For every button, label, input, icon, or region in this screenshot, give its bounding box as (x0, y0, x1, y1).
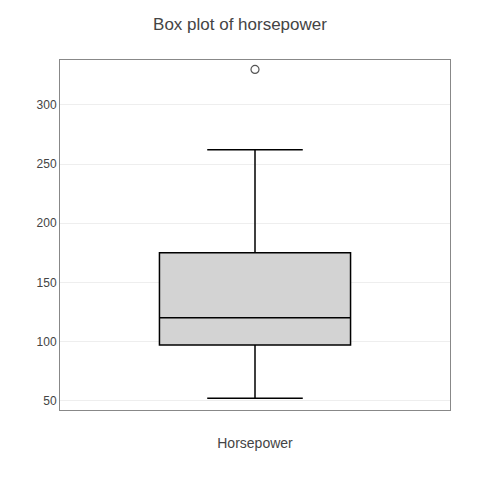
svg-text:50: 50 (43, 394, 57, 408)
svg-text:Box plot of horsepower: Box plot of horsepower (153, 15, 327, 34)
svg-text:250: 250 (37, 157, 57, 171)
svg-text:300: 300 (37, 98, 57, 112)
svg-text:Horsepower: Horsepower (217, 435, 293, 451)
svg-text:200: 200 (37, 216, 57, 230)
svg-text:100: 100 (37, 335, 57, 349)
svg-text:150: 150 (37, 276, 57, 290)
